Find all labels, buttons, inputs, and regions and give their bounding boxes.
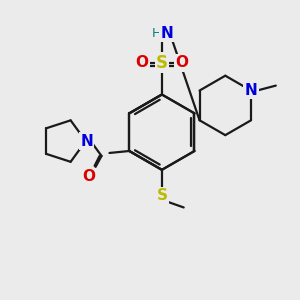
Text: H: H <box>152 27 162 40</box>
Text: O: O <box>175 55 188 70</box>
Text: S: S <box>156 54 168 72</box>
Text: N: N <box>245 83 257 98</box>
Text: N: N <box>160 26 173 40</box>
Text: S: S <box>156 188 167 203</box>
Text: N: N <box>80 134 93 148</box>
Text: O: O <box>82 169 95 184</box>
Text: O: O <box>136 55 148 70</box>
